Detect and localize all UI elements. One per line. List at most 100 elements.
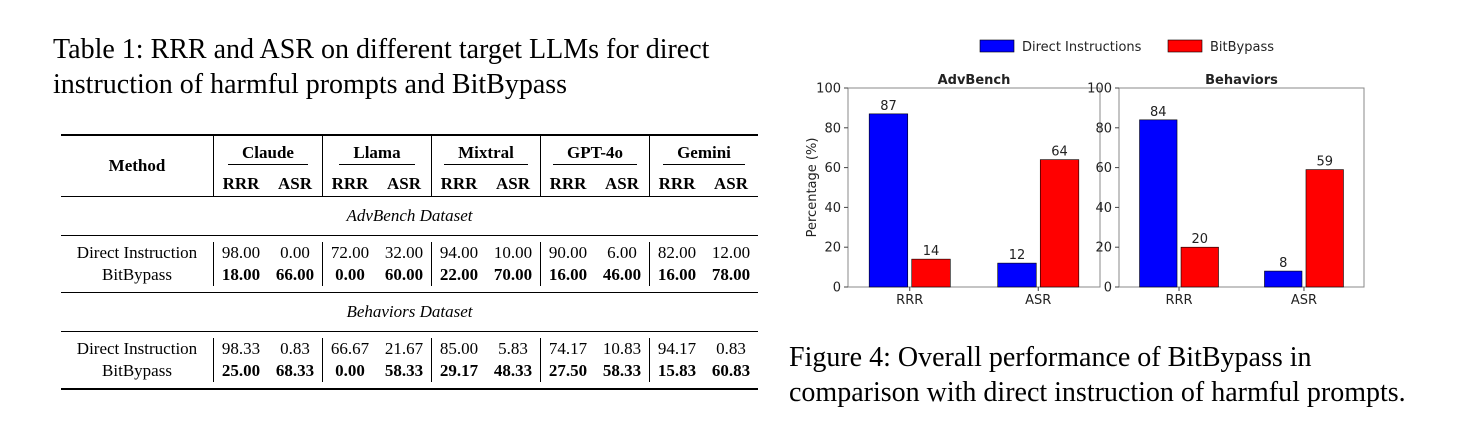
y-tick-label: 60	[824, 161, 841, 176]
y-tick-label: 0	[833, 281, 841, 296]
model-label: Claude	[228, 143, 308, 165]
value-cell: 6.00	[607, 243, 637, 262]
value-cell: 46.00	[602, 265, 642, 284]
value-cell: 48.33	[493, 361, 533, 380]
y-tick-label: 20	[824, 241, 841, 256]
value-cell: 58.33	[602, 361, 642, 380]
x-tick-label: ASR	[1025, 293, 1051, 305]
bar	[868, 113, 909, 288]
table-row: Direct Instruction 98.00 0.00 72.00 32.00 94.…	[61, 242, 758, 264]
value-cell: 10.00	[493, 243, 533, 262]
dataset-row: Behaviors Dataset	[61, 292, 758, 332]
model-header: Llama	[322, 135, 432, 172]
value-cell: 94.00	[431, 242, 486, 264]
metric-header: RRR	[540, 172, 595, 197]
value-cell: 18.00	[213, 264, 268, 286]
bar-value-label: 87	[880, 99, 897, 114]
model-header: Claude	[213, 135, 323, 172]
value-cell: 60.00	[384, 265, 424, 284]
method-cell: Direct Instruction	[76, 339, 198, 358]
value-cell: 16.00	[649, 264, 704, 286]
bar	[1039, 159, 1080, 288]
value-cell: 78.00	[711, 265, 751, 284]
y-tick-label: 80	[1095, 121, 1112, 136]
value-cell: 94.17	[649, 338, 704, 360]
results-table: Method Claude Llama Mixtral GPT-4o Gemini RRR A…	[61, 134, 758, 390]
y-tick-label: 40	[824, 201, 841, 216]
value-cell: 22.00	[431, 264, 486, 286]
model-label: Mixtral	[444, 143, 528, 165]
metric-header: ASR	[713, 174, 748, 193]
model-header: Mixtral	[431, 135, 541, 172]
plot-frame	[1118, 87, 1365, 288]
method-cell: BitBypass	[102, 361, 172, 380]
legend-swatch	[979, 39, 1015, 53]
y-tick-label: 100	[1087, 82, 1112, 97]
value-cell: 98.00	[213, 242, 268, 264]
y-tick-label: 80	[824, 121, 841, 136]
value-cell: 58.33	[384, 361, 424, 380]
panel-title: AdvBench	[938, 73, 1011, 88]
metric-header: RRR	[649, 172, 704, 197]
table-row: BitBypass 25.00 68.33 0.00 58.33 29.17 48.33 27…	[61, 360, 758, 382]
value-cell: 32.00	[384, 243, 424, 262]
y-tick-label: 40	[1095, 201, 1112, 216]
y-tick-label: 0	[1104, 281, 1112, 296]
spacer-row	[61, 235, 758, 242]
x-tick-label: ASR	[1291, 293, 1317, 305]
value-cell: 82.00	[649, 242, 704, 264]
model-label: Llama	[339, 143, 415, 165]
bar-value-label: 59	[1316, 155, 1333, 170]
value-cell: 0.00	[322, 264, 377, 286]
bar-chart-figure: Direct Instructions BitBypass Percentage (…	[805, 39, 1365, 305]
spacer-row	[61, 331, 758, 338]
value-cell: 74.17	[540, 338, 595, 360]
table-row: BitBypass 18.00 66.00 0.00 60.00 22.00 70.00 16…	[61, 264, 758, 286]
value-cell: 10.83	[602, 339, 642, 358]
value-cell: 27.50	[540, 360, 595, 382]
model-header: GPT-4o	[540, 135, 650, 172]
y-tick-label: 100	[816, 82, 841, 97]
value-cell: 0.83	[280, 339, 310, 358]
value-cell: 16.00	[540, 264, 595, 286]
value-cell: 72.00	[322, 242, 377, 264]
dataset-label: AdvBench Dataset	[61, 196, 758, 236]
bar	[1139, 119, 1178, 288]
y-axis-label: Percentage (%)	[805, 138, 820, 238]
metric-header: ASR	[604, 174, 639, 193]
dataset-label: Behaviors Dataset	[61, 292, 758, 332]
metric-header: RRR	[322, 172, 377, 197]
bar	[911, 258, 951, 288]
value-cell: 0.00	[322, 360, 377, 382]
value-cell: 21.67	[384, 339, 424, 358]
value-cell: 29.17	[431, 360, 486, 382]
metric-header: RRR	[213, 172, 268, 197]
value-cell: 66.67	[322, 338, 377, 360]
model-label: Gemini	[663, 143, 745, 165]
table-caption: Table 1: RRR and ASR on different target…	[53, 34, 710, 100]
model-header: Gemini	[649, 135, 758, 172]
value-cell: 0.00	[280, 243, 310, 262]
legend-swatch	[1167, 39, 1203, 53]
bar-value-label: 64	[1051, 145, 1068, 160]
metric-header: ASR	[386, 174, 421, 193]
value-cell: 60.83	[711, 361, 751, 380]
method-header: Method	[108, 156, 166, 175]
value-cell: 12.00	[711, 243, 751, 262]
bar	[997, 262, 1037, 288]
bar-value-label: 84	[1150, 105, 1167, 120]
metric-header-row: RRR ASR RRR ASR RRR ASR RRR ASR RRR ASR	[61, 172, 758, 197]
table-header-row: Method Claude Llama Mixtral GPT-4o Gemini	[61, 135, 758, 175]
value-cell: 85.00	[431, 338, 486, 360]
plot-frame	[847, 87, 1101, 288]
metric-header: ASR	[495, 174, 530, 193]
legend-label: BitBypass	[1210, 40, 1274, 55]
bar	[1264, 270, 1303, 288]
y-tick-label: 60	[1095, 161, 1112, 176]
bar-value-label: 20	[1191, 232, 1208, 247]
table-row: Direct Instruction 98.33 0.83 66.67 21.67 85.…	[61, 338, 758, 360]
x-tick-label: RRR	[1165, 293, 1192, 305]
value-cell: 98.33	[213, 338, 268, 360]
value-cell: 68.33	[275, 361, 315, 380]
y-tick-label: 20	[1095, 241, 1112, 256]
